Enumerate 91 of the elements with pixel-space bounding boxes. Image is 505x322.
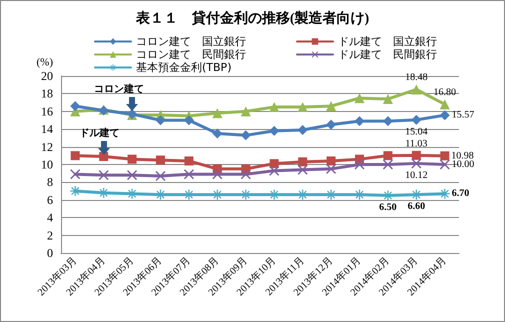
- y-tick-label: 8: [47, 175, 53, 190]
- y-tick-label: 18: [41, 86, 53, 101]
- y-tick-label: 10: [41, 158, 53, 172]
- point: [212, 128, 222, 139]
- point: [269, 166, 280, 176]
- point: [382, 160, 393, 170]
- point: [440, 110, 450, 120]
- data-label: 10.00: [452, 159, 474, 170]
- y-tick-label: 6: [47, 192, 53, 207]
- point: [269, 102, 280, 112]
- point: [382, 94, 393, 104]
- legend-label: コロン建て 国立銀行: [136, 35, 246, 48]
- point: [98, 188, 109, 198]
- legend-label: ドル建て 民間銀行: [338, 48, 437, 61]
- annotation: ドル建て: [80, 126, 120, 140]
- point: [440, 151, 450, 160]
- point: [354, 190, 364, 200]
- point: [156, 190, 166, 200]
- point: [212, 169, 222, 180]
- point: [212, 190, 222, 200]
- chart-title: 表１１ 貸付金利の推移(製造者向け): [134, 10, 370, 26]
- data-label: 6.50: [379, 202, 397, 213]
- point: [298, 164, 308, 175]
- point: [184, 156, 194, 166]
- data-label: 6.60: [408, 201, 426, 212]
- y-tick-label: 2: [47, 228, 53, 242]
- point: [382, 116, 393, 126]
- point: [411, 158, 422, 168]
- point: [184, 169, 194, 180]
- point: [326, 164, 336, 174]
- point: [70, 101, 80, 112]
- point: [98, 170, 109, 180]
- point: [298, 190, 308, 200]
- y-tick-label: 0: [47, 246, 53, 260]
- point: [382, 190, 393, 200]
- point: [156, 115, 166, 126]
- data-label: 15.57: [452, 110, 474, 121]
- legend-label: ドル建て 国立銀行: [338, 35, 437, 48]
- point: [354, 93, 364, 104]
- point: [240, 190, 251, 200]
- point: [184, 115, 194, 126]
- point: [269, 126, 280, 136]
- y-tick-label: 16: [41, 104, 53, 118]
- point: [298, 102, 308, 112]
- y-tick-label: 14: [41, 122, 53, 136]
- point: [354, 116, 364, 126]
- point: [440, 188, 450, 199]
- point: [298, 124, 308, 135]
- y-axis-title: (%): [36, 56, 54, 68]
- point: [440, 160, 450, 170]
- point: [128, 154, 137, 164]
- data-label: 11.03: [405, 138, 428, 150]
- point: [240, 169, 251, 180]
- point: [383, 151, 392, 160]
- data-label: 6.70: [452, 188, 470, 200]
- point: [127, 188, 138, 199]
- point: [411, 114, 422, 125]
- point: [326, 101, 336, 112]
- point: [354, 160, 364, 170]
- legend-label: 基本預金金利(TBP): [136, 61, 232, 74]
- point: [70, 169, 80, 180]
- point: [70, 186, 80, 196]
- point: [412, 150, 421, 160]
- y-tick-label: 20: [41, 69, 53, 83]
- data-label: 15.04: [405, 126, 428, 138]
- point: [326, 190, 336, 200]
- annotation: コロン建て: [94, 82, 144, 96]
- point: [411, 190, 422, 200]
- point: [240, 130, 251, 140]
- point: [156, 171, 166, 182]
- point: [240, 106, 251, 116]
- point: [270, 159, 279, 168]
- point: [326, 156, 336, 166]
- point: [156, 156, 165, 165]
- point: [99, 152, 108, 162]
- point: [269, 190, 280, 200]
- point: [411, 84, 422, 94]
- point: [440, 99, 450, 110]
- point: [127, 170, 138, 180]
- data-label: 10.12: [405, 170, 428, 181]
- point: [184, 190, 194, 200]
- point: [298, 157, 308, 166]
- y-tick-label: 4: [47, 210, 53, 225]
- data-label: 16.80: [434, 86, 456, 98]
- point: [326, 120, 336, 130]
- point: [70, 151, 80, 160]
- point: [212, 108, 222, 118]
- data-label: 10.98: [451, 150, 474, 162]
- legend-label: コロン建て 民間銀行: [136, 48, 246, 61]
- data-label: 18.48: [405, 72, 428, 83]
- y-tick-label: 12: [41, 140, 53, 154]
